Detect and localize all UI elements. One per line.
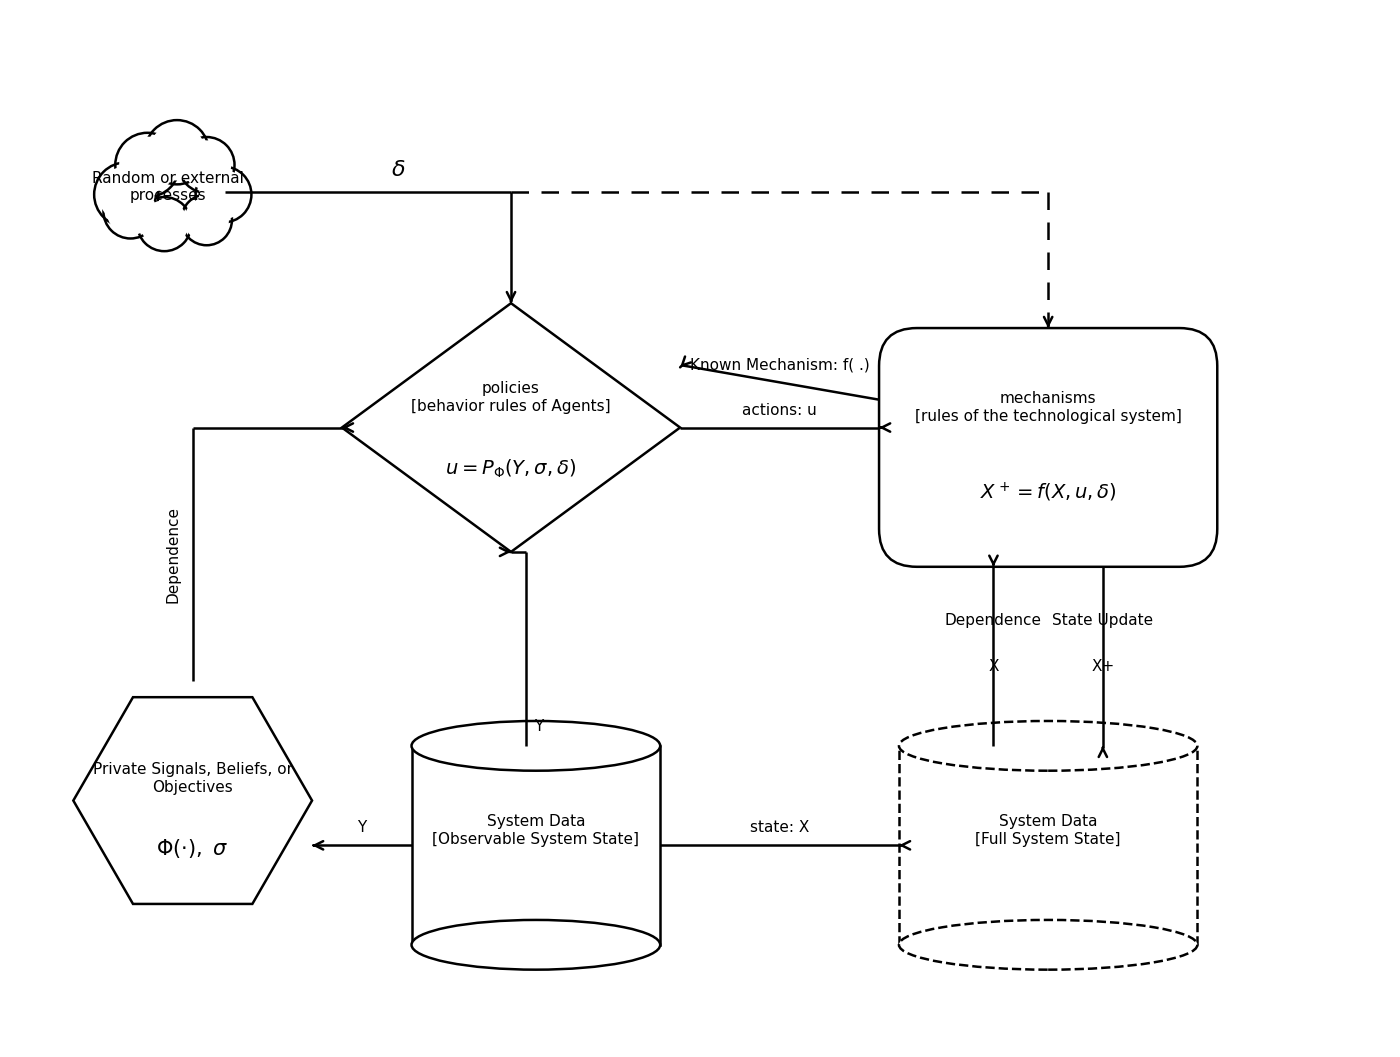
Circle shape (98, 166, 154, 223)
Circle shape (140, 200, 188, 248)
Circle shape (181, 194, 232, 245)
Text: Y: Y (357, 820, 367, 835)
Text: Dependence: Dependence (945, 613, 1042, 629)
Text: state: X: state: X (750, 820, 809, 835)
Circle shape (199, 170, 248, 219)
Circle shape (182, 141, 231, 189)
Text: Y: Y (533, 719, 543, 734)
Text: $\Phi(\cdot),\ \sigma$: $\Phi(\cdot),\ \sigma$ (157, 837, 230, 859)
Ellipse shape (412, 721, 661, 771)
Text: $u = P_{\Phi}(Y, \sigma, \delta)$: $u = P_{\Phi}(Y, \sigma, \delta)$ (445, 458, 577, 481)
Circle shape (115, 133, 179, 197)
Circle shape (104, 184, 158, 239)
Ellipse shape (412, 920, 661, 969)
Text: System Data
[Full System State]: System Data [Full System State] (976, 814, 1121, 847)
Polygon shape (73, 698, 312, 904)
Circle shape (196, 167, 252, 222)
Circle shape (185, 198, 230, 242)
Text: $X^+ = f(X, u, \delta)$: $X^+ = f(X, u, \delta)$ (980, 481, 1117, 504)
Polygon shape (342, 303, 680, 552)
Text: Dependence: Dependence (165, 506, 181, 602)
Text: State Update: State Update (1053, 613, 1154, 629)
Text: mechanisms
[rules of the technological system]: mechanisms [rules of the technological s… (914, 391, 1182, 424)
Text: actions: u: actions: u (742, 403, 818, 418)
Circle shape (94, 163, 158, 226)
Bar (899, 746, 1197, 945)
Text: X: X (988, 659, 998, 673)
Bar (412, 746, 661, 945)
Circle shape (106, 187, 154, 236)
FancyBboxPatch shape (879, 328, 1217, 567)
Text: policies
[behavior rules of Agents]: policies [behavior rules of Agents] (412, 382, 610, 414)
Text: System Data
[Observable System State]: System Data [Observable System State] (433, 814, 640, 847)
Text: Known Mechanism: f( .): Known Mechanism: f( .) (690, 357, 869, 372)
Circle shape (148, 124, 206, 181)
Ellipse shape (899, 721, 1197, 771)
Circle shape (144, 120, 209, 184)
Text: Private Signals, Beliefs, or
Objectives: Private Signals, Beliefs, or Objectives (92, 762, 293, 795)
Text: $\delta$: $\delta$ (391, 160, 405, 180)
Text: Random or external
processes: Random or external processes (92, 170, 244, 203)
Circle shape (179, 137, 235, 192)
Circle shape (119, 136, 175, 193)
Circle shape (137, 197, 192, 252)
Ellipse shape (899, 920, 1197, 969)
Text: X+: X+ (1091, 659, 1114, 673)
